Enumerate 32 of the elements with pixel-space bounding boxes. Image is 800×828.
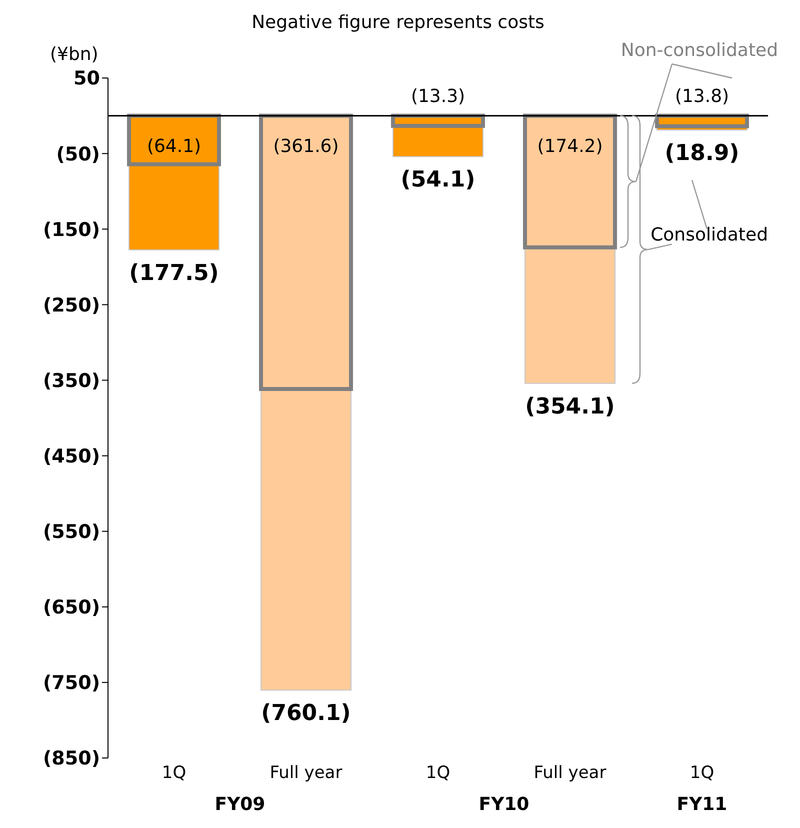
y-tick-label: (650) [42,596,100,619]
text: FY10 [478,794,530,815]
y-tick-label: (550) [42,521,100,544]
x-tick-label: 1Q [690,763,714,784]
data-label: (13.3) [410,86,466,107]
data-label: (177.5) [129,260,219,286]
series-label: Consolidated [650,224,768,246]
data-label: (354.1) [525,394,615,420]
chart-title: Negative figure represents costs [250,12,546,33]
y-tick-label: (450) [42,446,100,468]
data-label: (174.2) [537,136,603,157]
text: FY11 [676,794,728,815]
y-axis-title: (¥bn) [50,44,98,65]
y-tick-label: (250) [42,294,100,316]
text: FY09 [214,794,266,815]
data-label: (64.1) [146,136,202,157]
x-tick-label: Full year [270,763,342,784]
data-label: (13.8) [674,86,730,107]
data-label: (760.1) [261,701,351,726]
y-tick-label: 50 [74,68,100,90]
y-tick-label: (150) [42,218,100,241]
text: Non-consolidated [620,40,778,61]
x-tick-label: 1Q [426,763,450,784]
y-tick-label: (850) [42,748,100,770]
x-tick-label: Full year [534,763,606,784]
x-tick-label: 1Q [162,763,186,784]
y-tick-label: (350) [42,370,100,392]
data-label: (361.6) [273,136,339,157]
y-tick-label: (750) [42,672,100,694]
y-tick-label: (50) [56,143,100,166]
data-label: (54.1) [400,168,476,193]
data-label: (18.9) [664,141,740,166]
